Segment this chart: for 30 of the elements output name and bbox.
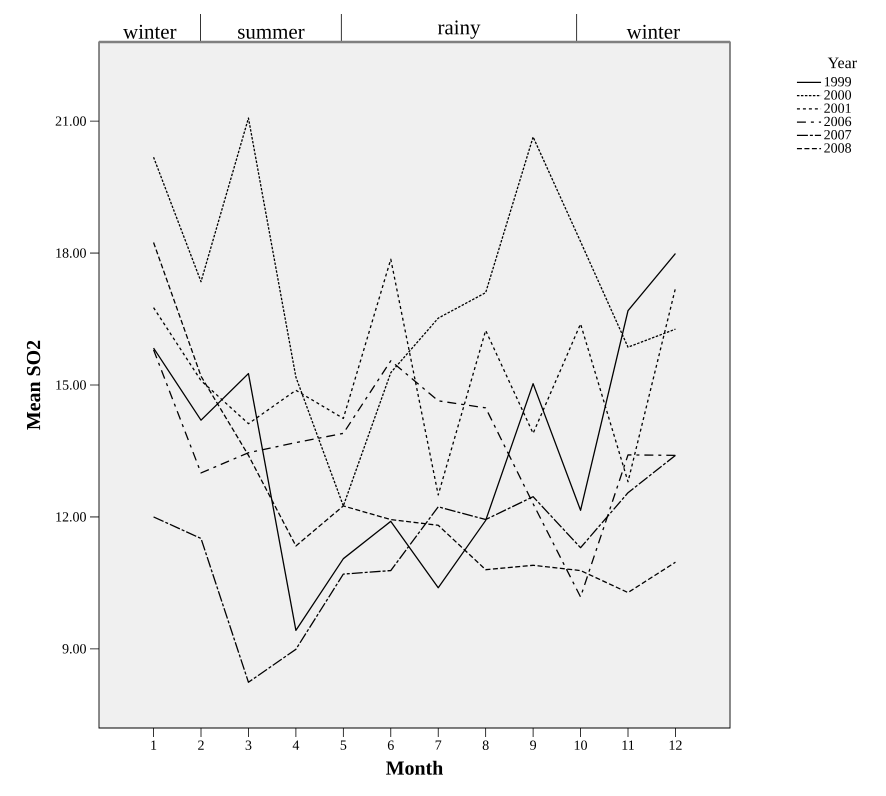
text: winter [123,24,176,39]
y-tick-label: 12.00 [56,512,86,522]
x-tick-label: 9 [530,740,536,750]
x-tick-label: 4 [292,740,300,750]
x-tick-label: 3 [246,740,252,750]
x-tick-label: 11 [622,740,634,750]
legend-label: 1999 [824,77,852,86]
legend-title: Year [828,58,857,68]
y-tick-label: 15.00 [56,380,86,390]
y-tick-label: 21.00 [56,116,86,126]
legend-label: 2007 [824,130,852,140]
x-tick-label: 6 [388,740,394,750]
legend-label: 2000 [824,90,852,100]
legend-label: 2008 [824,143,852,153]
text: summer [238,28,304,39]
x-tick-label: 7 [436,740,442,750]
x-axis-title: Month [386,760,443,775]
x-tick-label: 8 [482,740,489,750]
y-tick-label: 18.00 [56,248,86,258]
x-tick-label: 2 [198,740,204,750]
text: winter [626,24,680,39]
text: rainy [438,20,480,39]
y-tick-label: 9.00 [62,644,86,654]
x-tick-label: 1 [151,740,156,750]
x-tick-label: 12 [670,740,682,750]
x-tick-label: 10 [574,740,587,750]
legend-label: 2001 [824,104,851,113]
x-tick-label: 5 [340,740,346,750]
y-axis-title: Mean SO2 [26,340,40,430]
legend-label: 2006 [824,116,852,126]
